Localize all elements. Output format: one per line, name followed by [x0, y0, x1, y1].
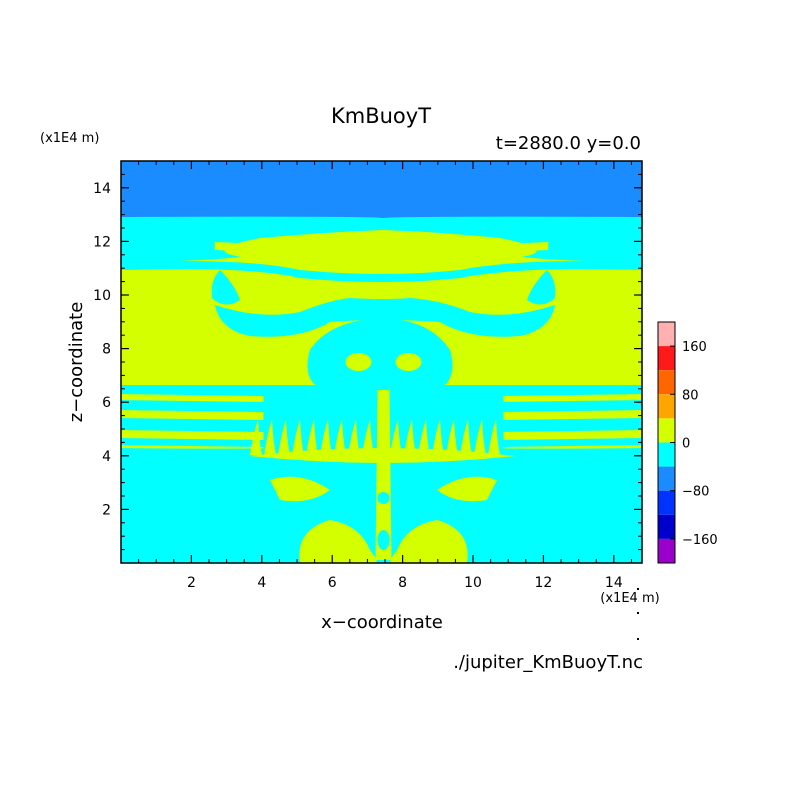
- field-stripe: [503, 272, 642, 282]
- field-stripe: [503, 394, 642, 402]
- field-stripe: [121, 410, 264, 420]
- y-tick-label: 14: [93, 181, 111, 197]
- x-tick-label: 2: [187, 575, 196, 591]
- colorbar-level: [658, 322, 675, 347]
- field-flame: [418, 420, 430, 455]
- x-tick-label: 14: [605, 575, 623, 591]
- x-axis: 2 4 6 8 10 12 14: [138, 161, 632, 591]
- y-tick-label: 6: [102, 395, 111, 411]
- colorbar-level: [658, 370, 675, 395]
- field-stripe: [503, 242, 549, 252]
- colorbar: 160 80 0 −80 −160: [657, 321, 718, 564]
- field-flame: [390, 420, 402, 455]
- field-region: [270, 476, 330, 502]
- field-flame: [306, 420, 318, 455]
- field-flame: [264, 420, 276, 455]
- field-flame: [404, 420, 416, 455]
- y-tick-label: 8: [102, 342, 111, 358]
- colorbar-level: [658, 394, 675, 419]
- colorbar-tick-label: −80: [682, 485, 709, 500]
- colorbar-level: [658, 442, 675, 467]
- field-flame: [348, 420, 360, 455]
- x-axis-label: x−coordinate: [321, 612, 443, 633]
- y-tick-label: 10: [93, 288, 111, 304]
- colorbar-level: [658, 490, 675, 515]
- field-region: [211, 270, 240, 305]
- x-tick-label: 12: [535, 575, 553, 591]
- field-flame: [362, 420, 374, 455]
- field-region: [215, 298, 555, 337]
- field-flame: [334, 420, 346, 455]
- field-region: [121, 161, 642, 218]
- colorbar-level: [658, 346, 675, 371]
- field-flame: [460, 420, 472, 455]
- colorbar-tick-label: −160: [682, 533, 718, 548]
- field-region: [299, 520, 377, 563]
- y-tick-label: 2: [102, 502, 111, 518]
- chart-title: KmBuoyT: [331, 104, 431, 128]
- field-stripe: [121, 430, 264, 440]
- field-region: [375, 390, 392, 560]
- colorbar-level: [658, 466, 675, 491]
- contour-field: [121, 161, 642, 563]
- y-axis: 2 4 6 8 10 12 14: [93, 173, 642, 551]
- field-region: [121, 261, 642, 282]
- colorbar-tick-label: 0: [682, 437, 690, 452]
- field-region: [377, 492, 390, 504]
- tick-marks-decoration: [637, 588, 639, 640]
- field-region: [345, 353, 372, 371]
- field-stripe: [121, 394, 264, 402]
- x-tick-label: 6: [328, 575, 337, 591]
- colorbar-tick-label: 80: [682, 388, 699, 403]
- field-stripe: [503, 410, 642, 420]
- colorbar-tick-label: 160: [682, 340, 707, 355]
- colorbar-level: [658, 538, 675, 563]
- field-region: [527, 270, 556, 305]
- field-stripe: [214, 242, 264, 252]
- field-flame: [292, 420, 304, 455]
- field-flame: [446, 420, 458, 455]
- field-flame: [278, 420, 290, 455]
- field-region: [307, 318, 453, 396]
- plot-area: [121, 161, 642, 563]
- field-region: [377, 530, 390, 550]
- source-file-label: ./jupiter_KmBuoyT.nc: [453, 652, 643, 673]
- y-unit-label: (x1E4 m): [40, 131, 99, 146]
- field-flame: [488, 420, 500, 455]
- y-tick-label: 4: [102, 449, 111, 465]
- field-region: [390, 520, 468, 563]
- field-flame: [250, 420, 262, 455]
- field-flame: [474, 420, 486, 455]
- colorbar-level: [658, 514, 675, 539]
- y-axis-label: z−coordinate: [66, 302, 87, 423]
- x-tick-label: 4: [257, 575, 266, 591]
- x-unit-label: (x1E4 m): [600, 591, 659, 606]
- colorbar-level: [658, 418, 675, 443]
- field-region: [437, 476, 497, 502]
- y-tick-label: 12: [93, 234, 111, 250]
- x-tick-label: 10: [464, 575, 482, 591]
- field-stripe: [503, 430, 642, 440]
- x-tick-label: 8: [398, 575, 407, 591]
- field-flame: [320, 420, 332, 455]
- chart-subtitle: t=2880.0 y=0.0: [496, 133, 641, 154]
- field-flame: [432, 420, 444, 455]
- field-region: [395, 353, 422, 371]
